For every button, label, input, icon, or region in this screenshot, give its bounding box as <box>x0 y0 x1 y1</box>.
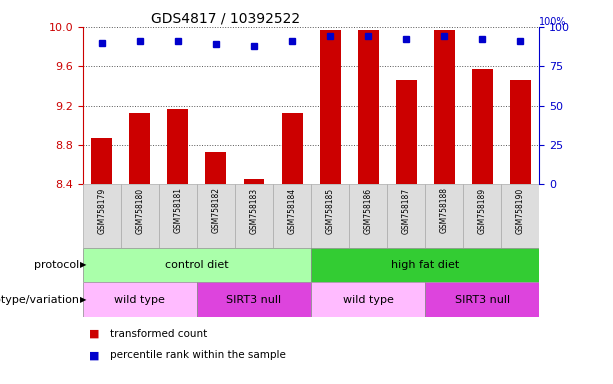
Bar <box>83 282 197 317</box>
Text: GSM758186: GSM758186 <box>364 187 373 233</box>
Text: wild type: wild type <box>115 295 166 305</box>
Bar <box>83 248 311 282</box>
Text: GSM758185: GSM758185 <box>326 187 335 233</box>
Text: GSM758189: GSM758189 <box>478 187 487 233</box>
Bar <box>425 184 463 248</box>
Text: GSM758188: GSM758188 <box>440 187 449 233</box>
Text: transformed count: transformed count <box>110 329 208 339</box>
Bar <box>197 282 311 317</box>
Bar <box>425 282 539 317</box>
Bar <box>205 152 226 184</box>
Bar <box>91 138 112 184</box>
Bar <box>197 184 235 248</box>
Text: percentile rank within the sample: percentile rank within the sample <box>110 350 286 360</box>
Bar <box>159 184 197 248</box>
Text: GSM758180: GSM758180 <box>135 187 144 233</box>
Bar <box>243 179 264 184</box>
Bar <box>319 30 341 184</box>
Bar <box>235 184 273 248</box>
Text: GSM758179: GSM758179 <box>97 187 106 234</box>
Text: ▶: ▶ <box>80 260 87 270</box>
Bar <box>387 184 425 248</box>
Bar <box>358 30 379 184</box>
Text: ■: ■ <box>89 350 99 360</box>
Text: GSM758190: GSM758190 <box>516 187 525 234</box>
Text: ■: ■ <box>89 329 99 339</box>
Bar <box>434 30 455 184</box>
Bar <box>396 80 417 184</box>
Bar <box>83 184 121 248</box>
Text: GSM758181: GSM758181 <box>173 187 183 233</box>
Bar <box>311 184 349 248</box>
Bar <box>273 184 311 248</box>
Text: GSM758184: GSM758184 <box>287 187 297 233</box>
Text: 100%: 100% <box>539 17 567 27</box>
Bar <box>281 114 303 184</box>
Text: GDS4817 / 10392522: GDS4817 / 10392522 <box>151 12 300 26</box>
Bar <box>129 114 150 184</box>
Text: control diet: control diet <box>165 260 229 270</box>
Bar <box>463 184 501 248</box>
Text: GSM758187: GSM758187 <box>402 187 411 233</box>
Text: GSM758183: GSM758183 <box>249 187 259 233</box>
Text: high fat diet: high fat diet <box>391 260 459 270</box>
Bar <box>311 282 425 317</box>
Text: wild type: wild type <box>343 295 394 305</box>
Bar <box>121 184 159 248</box>
Text: genotype/variation: genotype/variation <box>0 295 80 305</box>
Bar <box>167 109 188 184</box>
Bar <box>311 248 539 282</box>
Text: SIRT3 null: SIRT3 null <box>226 295 281 305</box>
Bar <box>501 184 539 248</box>
Bar <box>510 80 531 184</box>
Text: SIRT3 null: SIRT3 null <box>455 295 510 305</box>
Text: ▶: ▶ <box>80 295 87 304</box>
Bar <box>349 184 387 248</box>
Text: GSM758182: GSM758182 <box>211 187 221 233</box>
Text: protocol: protocol <box>34 260 80 270</box>
Bar <box>472 69 493 184</box>
